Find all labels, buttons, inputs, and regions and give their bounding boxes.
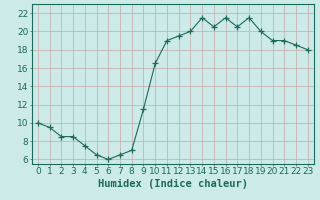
X-axis label: Humidex (Indice chaleur): Humidex (Indice chaleur) [98,179,248,189]
